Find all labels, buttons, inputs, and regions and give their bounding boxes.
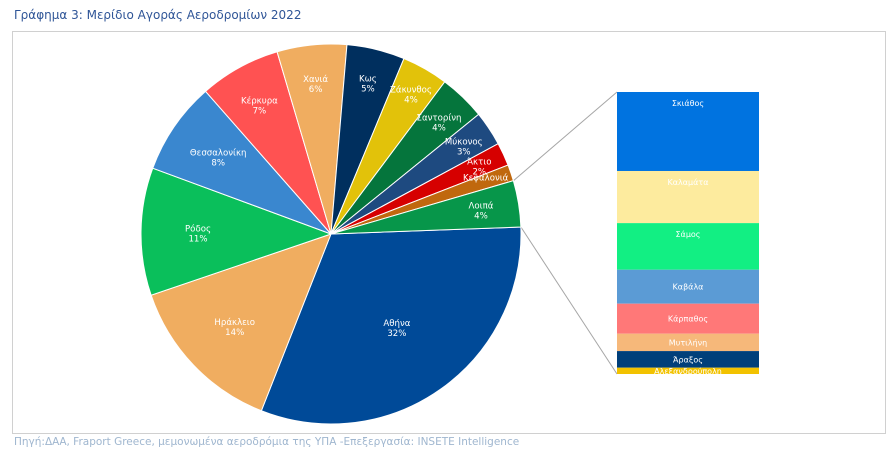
breakdown-segment	[617, 367, 759, 374]
pie-slice-value: 4%	[404, 96, 418, 106]
pie-slice-value: 32%	[387, 329, 406, 339]
pie-slice	[260, 226, 522, 425]
breakdown-label: Σάμος	[675, 230, 700, 239]
pie-slice-label: Αθήνα	[383, 319, 410, 329]
breakdown-segment	[617, 170, 759, 224]
breakdown-labels: Σκιάθος Καλαμάτα Σάμος Καβάλα Κάρπαθος Μυτιλή…	[654, 99, 722, 376]
connector-line	[513, 91, 618, 182]
pie-slice-value: 8%	[211, 159, 225, 169]
breakdown-label: Σκιάθος	[672, 99, 704, 108]
pie-slice-label: Ζάκυνθος	[390, 86, 432, 96]
pie-slice-label: Άκτιο	[467, 157, 491, 167]
pie-slice-value: 4%	[432, 124, 446, 134]
pie-slice-label: Μύκονος	[445, 137, 483, 148]
breakdown-segment	[617, 333, 759, 352]
pie-slices	[140, 43, 522, 425]
pie-slice-label: Κέρκυρα	[241, 95, 278, 106]
chart-frame	[12, 31, 886, 434]
breakdown-bar	[617, 92, 759, 374]
pie-slice	[140, 167, 333, 296]
breakdown-label: Κάρπαθος	[668, 315, 708, 324]
connector-line	[520, 226, 618, 375]
breakdown-label: Καβάλα	[673, 283, 704, 292]
breakdown-label: Αλεξανδρούπολη	[654, 366, 722, 376]
pie-slice-value: 14%	[225, 328, 244, 338]
pie-slice	[330, 180, 522, 235]
source-note: Πηγή:ΔΑΑ, Fraport Greece, μεμονωμένα αερ…	[14, 436, 520, 448]
pie-slice-value: 6%	[309, 85, 323, 95]
pie-slice-label: Χανιά	[303, 75, 328, 85]
pie-slice-label: Θεσσαλονίκη	[190, 149, 247, 159]
pie-slice-value: 3%	[457, 148, 471, 158]
breakdown-segment	[617, 351, 759, 368]
breakdown-segment	[617, 92, 759, 171]
pie-slice-value: 11%	[188, 234, 207, 244]
pie-slice-value: 5%	[361, 85, 375, 95]
pie-slice	[150, 233, 332, 412]
breakdown-segment	[617, 223, 759, 270]
pie-slice-label: Κεφαλονιά	[463, 173, 509, 183]
pie-slice-label: Κως	[359, 75, 377, 85]
breakdown-label: Μυτιλήνη	[669, 338, 707, 347]
pie-slice-value: 2%	[472, 167, 486, 177]
pie-slice-label: Ρόδος	[185, 223, 211, 234]
breakdown-connectors	[513, 91, 618, 375]
chart-title: Γράφημα 3: Μερίδιο Αγοράς Αεροδρομίων 20…	[14, 8, 302, 22]
breakdown-segment	[617, 269, 759, 304]
breakdown-segment	[617, 303, 759, 334]
breakdown-label: Άραξος	[673, 355, 703, 364]
pie-slice-label: Ηράκλειο	[214, 318, 255, 328]
pie-slice-label: Σαντορίνη	[417, 114, 462, 124]
pie-slice-label: Λοιπά	[469, 202, 494, 212]
pie-slice-value: 7%	[253, 106, 267, 116]
breakdown-label: Καλαμάτα	[668, 178, 709, 187]
pie-slice	[152, 90, 332, 235]
pie-slice-value: 4%	[474, 212, 488, 222]
